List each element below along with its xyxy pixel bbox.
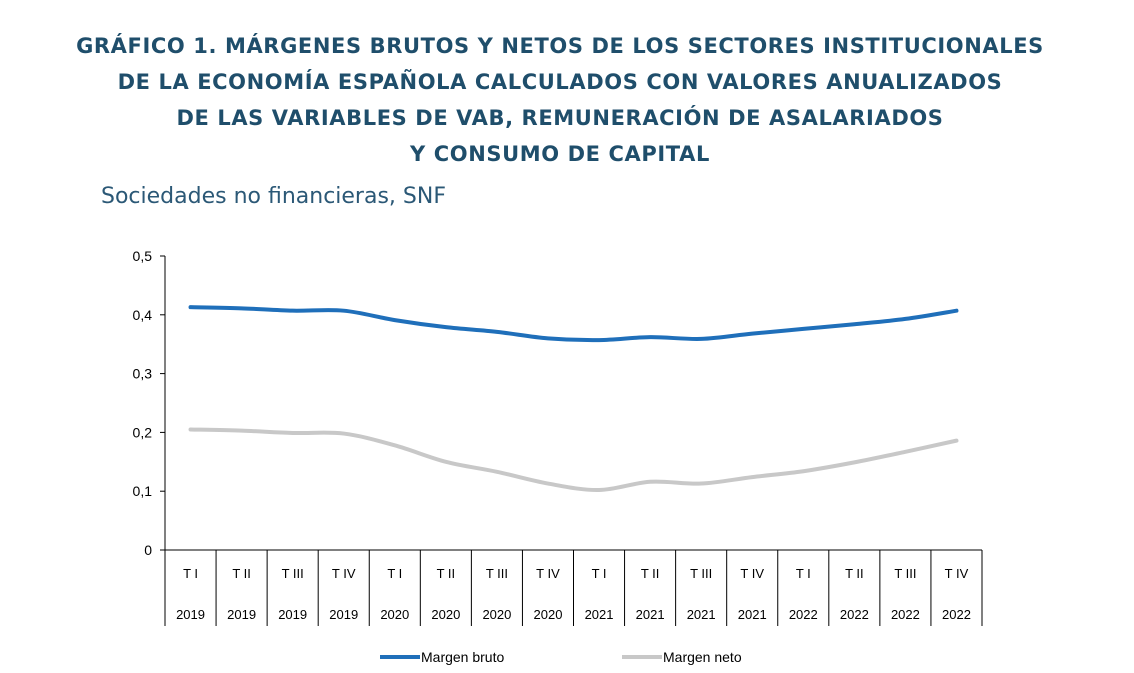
x-tick-label-quarter: T III <box>282 566 304 581</box>
x-tick-label-quarter: T I <box>592 566 607 581</box>
x-tick-label-quarter: T IV <box>332 566 356 581</box>
legend-label: Margen neto <box>663 649 742 665</box>
line-chart: 0 0,1 0,2 0,3 0,4 0,5 T I 2019 T II 2019 T III 2019… <box>133 248 983 665</box>
y-tick-label: 0,2 <box>133 424 153 440</box>
x-tick-label-quarter: T IV <box>945 566 969 581</box>
x-tick-label-year: 2022 <box>891 607 920 622</box>
y-tick-label: 0 <box>144 542 152 558</box>
x-tick-label-year: 2020 <box>482 607 511 622</box>
x-tick-label-year: 2020 <box>380 607 409 622</box>
y-tick-label: 0,1 <box>133 483 153 499</box>
x-tick-label-year: 2019 <box>176 607 205 622</box>
x-tick-label-quarter: T IV <box>740 566 764 581</box>
x-tick-label-quarter: T II <box>845 566 864 581</box>
x-tick-label-year: 2019 <box>329 607 358 622</box>
x-tick-label-quarter: T I <box>183 566 198 581</box>
x-tick-label-year: 2021 <box>585 607 614 622</box>
legend-label: Margen bruto <box>421 649 504 665</box>
chart-series <box>188 305 959 493</box>
x-tick-label-year: 2020 <box>431 607 460 622</box>
x-tick-label-quarter: T III <box>486 566 508 581</box>
x-tick-label-quarter: T III <box>690 566 712 581</box>
x-tick-label-quarter: T II <box>437 566 456 581</box>
title-line-3: DE LAS VARIABLES DE VAB, REMUNERACIÓN DE… <box>176 106 944 130</box>
x-tick-label-year: 2019 <box>227 607 256 622</box>
y-tick-label: 0,4 <box>133 307 153 323</box>
x-tick-label-year: 2019 <box>278 607 307 622</box>
x-tick-label-year: 2022 <box>789 607 818 622</box>
series-line-margen-neto <box>188 427 959 493</box>
x-tick-label-year: 2021 <box>687 607 716 622</box>
chart-subtitle: Sociedades no financieras, SNF <box>101 184 446 209</box>
series-line-margen-bruto <box>188 305 959 343</box>
chart-legend: Margen bruto Margen neto <box>380 649 742 665</box>
x-tick-label-year: 2021 <box>738 607 767 622</box>
y-tick-label: 0,3 <box>133 366 153 382</box>
x-tick-label-year: 2022 <box>840 607 869 622</box>
y-tick-label: 0,5 <box>133 248 153 264</box>
chart-axes: 0 0,1 0,2 0,3 0,4 0,5 T I 2019 T II 2019 T III 2019… <box>133 248 983 626</box>
x-tick-label-quarter: T IV <box>536 566 560 581</box>
chart-title: GRÁFICO 1. MÁRGENES BRUTOS Y NETOS DE LO… <box>0 28 1120 172</box>
x-tick-label-quarter: T I <box>796 566 811 581</box>
x-tick-label-quarter: T I <box>387 566 402 581</box>
x-tick-label-year: 2022 <box>942 607 971 622</box>
title-line-4: Y CONSUMO DE CAPITAL <box>410 142 710 166</box>
x-tick-label-quarter: T II <box>232 566 251 581</box>
title-line-2: DE LA ECONOMÍA ESPAÑOLA CALCULADOS CON V… <box>117 70 1003 94</box>
x-tick-label-quarter: T II <box>641 566 660 581</box>
title-line-1: GRÁFICO 1. MÁRGENES BRUTOS Y NETOS DE LO… <box>76 34 1044 58</box>
x-tick-label-year: 2021 <box>636 607 665 622</box>
x-tick-label-year: 2020 <box>534 607 563 622</box>
x-tick-label-quarter: T III <box>894 566 916 581</box>
